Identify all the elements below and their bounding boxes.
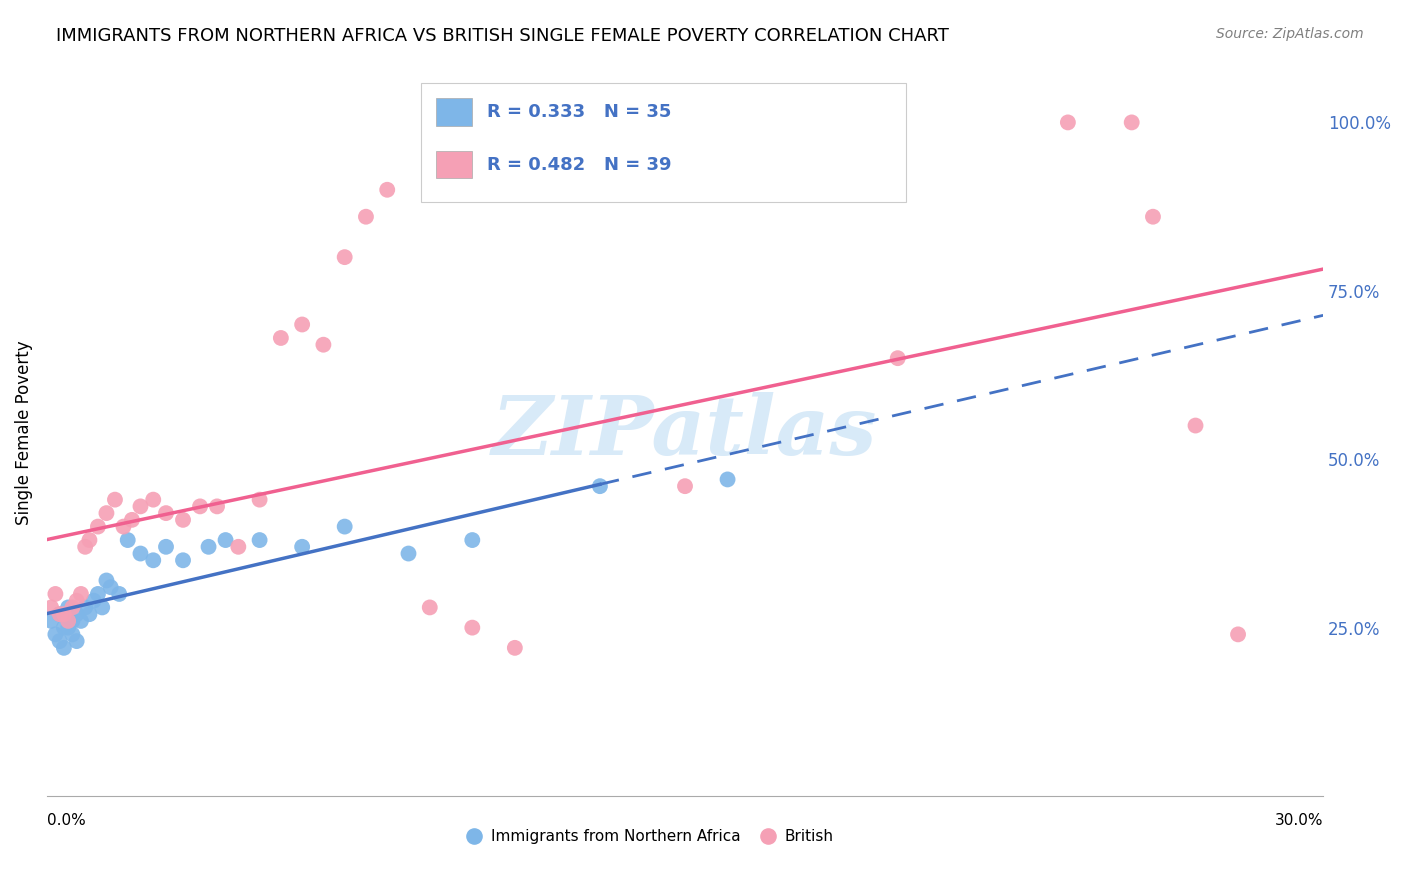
- Point: [249, 492, 271, 507]
- Point: [214, 533, 236, 547]
- Point: [419, 600, 441, 615]
- Point: [56, 600, 79, 615]
- Point: [96, 506, 118, 520]
- Text: ZIPatlas: ZIPatlas: [492, 392, 877, 472]
- Point: [129, 547, 152, 561]
- Point: [228, 540, 250, 554]
- Point: [155, 506, 177, 520]
- FancyBboxPatch shape: [436, 151, 472, 178]
- Point: [886, 351, 908, 366]
- Point: [112, 519, 135, 533]
- Point: [121, 513, 143, 527]
- Point: [91, 600, 114, 615]
- Point: [354, 210, 377, 224]
- Point: [333, 519, 356, 533]
- Text: IMMIGRANTS FROM NORTHERN AFRICA VS BRITISH SINGLE FEMALE POVERTY CORRELATION CHA: IMMIGRANTS FROM NORTHERN AFRICA VS BRITI…: [56, 27, 949, 45]
- Point: [129, 500, 152, 514]
- Point: [75, 600, 97, 615]
- Point: [48, 607, 70, 622]
- Point: [100, 580, 122, 594]
- Point: [716, 472, 738, 486]
- Point: [48, 607, 70, 622]
- Point: [39, 614, 62, 628]
- Point: [108, 587, 131, 601]
- Point: [62, 627, 84, 641]
- Point: [44, 627, 66, 641]
- Point: [87, 519, 110, 533]
- Point: [75, 540, 97, 554]
- Point: [66, 607, 89, 622]
- Point: [48, 634, 70, 648]
- Text: Source: ZipAtlas.com: Source: ZipAtlas.com: [1216, 27, 1364, 41]
- Point: [79, 533, 101, 547]
- Text: R = 0.482   N = 39: R = 0.482 N = 39: [488, 155, 672, 174]
- Point: [104, 492, 127, 507]
- Point: [197, 540, 219, 554]
- Point: [66, 593, 89, 607]
- Point: [333, 250, 356, 264]
- Point: [312, 337, 335, 351]
- Point: [52, 607, 75, 622]
- Point: [1142, 210, 1164, 224]
- Point: [44, 587, 66, 601]
- Point: [461, 533, 484, 547]
- Y-axis label: Single Female Poverty: Single Female Poverty: [15, 340, 32, 524]
- Text: R = 0.333   N = 35: R = 0.333 N = 35: [488, 103, 672, 121]
- Point: [70, 587, 93, 601]
- Point: [96, 574, 118, 588]
- Point: [52, 640, 75, 655]
- Point: [270, 331, 292, 345]
- FancyBboxPatch shape: [420, 83, 905, 202]
- Text: 30.0%: 30.0%: [1275, 814, 1323, 828]
- Point: [62, 600, 84, 615]
- Point: [172, 513, 194, 527]
- Text: British: British: [785, 829, 834, 844]
- Point: [1227, 627, 1250, 641]
- Point: [291, 318, 314, 332]
- FancyBboxPatch shape: [436, 98, 472, 126]
- Point: [62, 614, 84, 628]
- Point: [291, 540, 314, 554]
- Point: [155, 540, 177, 554]
- Point: [70, 614, 93, 628]
- Text: 0.0%: 0.0%: [46, 814, 86, 828]
- Point: [117, 533, 139, 547]
- Point: [1057, 115, 1080, 129]
- Point: [398, 547, 420, 561]
- Point: [39, 600, 62, 615]
- Point: [375, 183, 398, 197]
- Point: [79, 607, 101, 622]
- Point: [142, 492, 165, 507]
- Point: [188, 500, 211, 514]
- Point: [205, 500, 228, 514]
- Point: [142, 553, 165, 567]
- Point: [589, 479, 612, 493]
- Text: Immigrants from Northern Africa: Immigrants from Northern Africa: [491, 829, 741, 844]
- Point: [1121, 115, 1143, 129]
- Point: [87, 587, 110, 601]
- Point: [461, 621, 484, 635]
- Point: [673, 479, 696, 493]
- Point: [503, 640, 526, 655]
- Point: [56, 614, 79, 628]
- Point: [52, 621, 75, 635]
- Point: [249, 533, 271, 547]
- Point: [172, 553, 194, 567]
- Point: [56, 621, 79, 635]
- Point: [66, 634, 89, 648]
- Point: [83, 593, 105, 607]
- Point: [1184, 418, 1206, 433]
